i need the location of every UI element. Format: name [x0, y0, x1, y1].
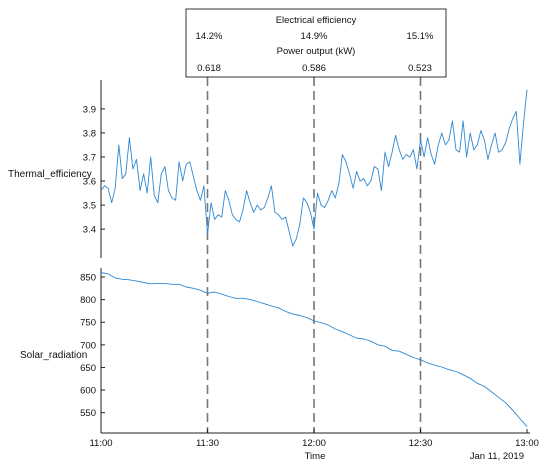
- thermal-y-tick-label: 3.4: [83, 225, 96, 236]
- solar-radiation-panel: 550 600 650 700 750 800 850 Solar_radiation: [20, 268, 530, 434]
- solar-y-tick-label: 550: [80, 408, 96, 419]
- thermal-y-tick-label: 3.7: [83, 152, 96, 163]
- power-value-1: 0.618: [197, 63, 221, 74]
- thermal-y-tick-label: 3.9: [83, 104, 96, 115]
- solar-y-tick-label: 750: [80, 318, 96, 329]
- solar-y-tick-label: 800: [80, 295, 96, 306]
- power-value-3: 0.523: [408, 63, 432, 74]
- electrical-value-3: 15.1%: [407, 31, 434, 42]
- solar-y-label: Solar_radiation: [20, 350, 87, 361]
- solar-y-tick-label: 650: [80, 363, 96, 374]
- x-tick-label: 11:00: [89, 438, 112, 449]
- power-value-2: 0.586: [302, 63, 326, 74]
- thermal-y-tick-label: 3.6: [83, 177, 96, 188]
- x-tick-label: 12:30: [409, 438, 433, 449]
- electrical-value-2: 14.9%: [301, 31, 328, 42]
- x-axis-date: Jan 11, 2019: [470, 451, 524, 462]
- electrical-efficiency-title: Electrical efficiency: [276, 15, 357, 26]
- thermal-y-tick-label: 3.8: [83, 128, 96, 139]
- x-axis-label: Time: [305, 451, 326, 462]
- thermal-y-label: Thermal_efficiency: [8, 169, 92, 180]
- cursor-lines: [206, 77, 422, 433]
- solar-y-tick-label: 700: [80, 340, 96, 351]
- thermal-y-ticks: 3.4 3.5 3.6 3.7 3.8 3.9: [83, 104, 105, 236]
- x-tick-label: 13:00: [515, 438, 539, 449]
- datatip-box: [185, 8, 447, 78]
- power-output-title: Power output (kW): [277, 46, 356, 57]
- solar-y-tick-label: 600: [80, 386, 96, 397]
- thermal-efficiency-panel: 3.4 3.5 3.6 3.7 3.8 3.9 Thermal_efficiency: [8, 80, 528, 258]
- x-tick-label: 12:00: [302, 438, 326, 449]
- thermal-efficiency-line: [100, 89, 528, 247]
- solar-y-tick-label: 850: [80, 273, 96, 284]
- solar-y-ticks: 550 600 650 700 750 800 850: [80, 273, 105, 419]
- thermal-y-tick-label: 3.5: [83, 201, 96, 212]
- electrical-value-1: 14.2%: [196, 31, 223, 42]
- x-tick-label: 11:30: [196, 438, 219, 449]
- solar-radiation-line: [100, 272, 528, 427]
- datatip-panel: Electrical efficiency 14.2% 14.9% 15.1% …: [185, 8, 447, 78]
- x-axis-ticks: 11:00 11:30 12:00 12:30 13:00: [89, 429, 539, 449]
